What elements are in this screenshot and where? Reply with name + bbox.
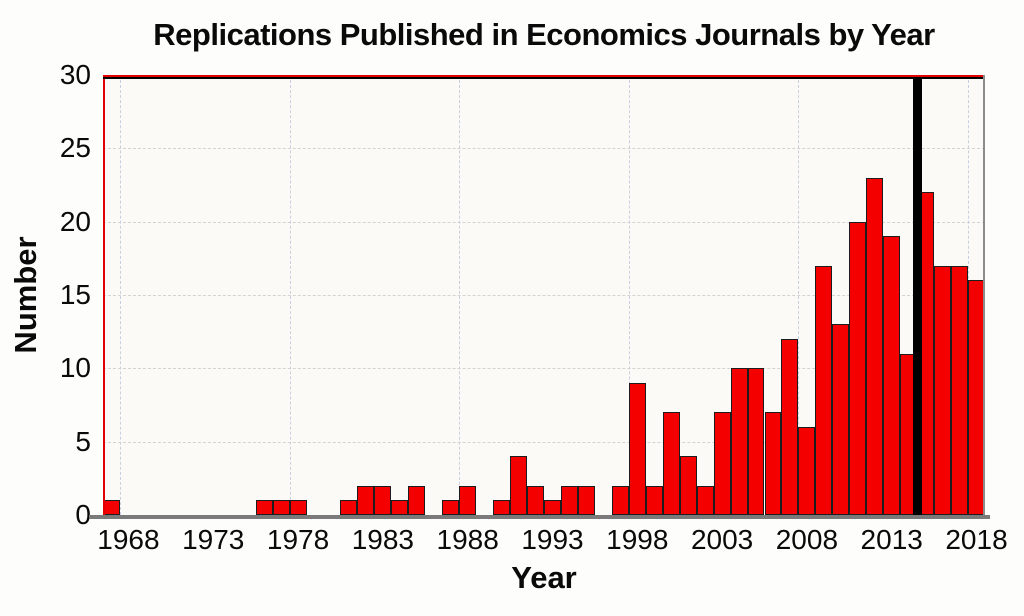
bar-1985	[408, 485, 426, 515]
plot-area	[103, 75, 985, 515]
bar-2017	[951, 265, 969, 515]
x-tick-label-2003: 2003	[690, 524, 754, 555]
bar-1999	[645, 485, 663, 515]
bar-1983	[374, 485, 392, 515]
bar-2000	[662, 412, 680, 515]
bar-2007	[781, 339, 799, 515]
y-tick-label-10: 10	[59, 352, 91, 384]
y-tick-label-25: 25	[59, 132, 91, 164]
bar-1998	[628, 383, 646, 515]
horizontal-gridline	[103, 295, 985, 296]
bar-2003	[713, 412, 731, 515]
chart-title: Replications Published in Economics Jour…	[153, 17, 935, 52]
bar-2011	[849, 221, 867, 515]
bar-2010	[832, 324, 850, 515]
bar-1976	[255, 500, 273, 515]
x-tick-label-2008: 2008	[775, 524, 839, 555]
plot-border-right	[983, 75, 985, 515]
bar-2009	[815, 265, 833, 515]
horizontal-gridline	[103, 441, 985, 443]
x-tick-label-2013: 2013	[860, 524, 923, 555]
vertical-gridline	[119, 75, 121, 515]
x-axis-line	[89, 515, 990, 519]
bar-1981	[340, 500, 358, 515]
x-tick-label-1993: 1993	[521, 524, 584, 555]
bar-2006	[764, 412, 782, 515]
bar-1982	[357, 485, 375, 515]
bar-1994	[560, 485, 578, 515]
y-tick-label-30: 30	[59, 59, 91, 90]
bar-2008	[798, 427, 816, 515]
bar-1967	[103, 500, 120, 515]
bar-2004	[730, 368, 748, 515]
x-tick-label-1983: 1983	[351, 524, 414, 555]
x-tick-label-1998: 1998	[606, 524, 669, 555]
y-tick-label-20: 20	[59, 205, 91, 237]
y-tick-label-15: 15	[59, 279, 91, 310]
vertical-gridline	[459, 75, 461, 515]
vertical-gridline	[798, 75, 800, 515]
x-tick-label-1968: 1968	[97, 524, 160, 555]
horizontal-gridline	[103, 368, 985, 370]
plot-border-top-red	[103, 75, 985, 77]
bar-2002	[696, 485, 714, 515]
bar-1993	[544, 500, 561, 515]
bar-1987	[442, 500, 460, 515]
x-tick-label-2018: 2018	[945, 524, 1008, 555]
horizontal-gridline	[103, 148, 985, 150]
plot-border-top-black	[103, 77, 985, 79]
bar-2001	[679, 456, 697, 515]
y-tick-label-5: 5	[75, 425, 91, 457]
y-tick-label-0: 0	[75, 499, 91, 530]
bar-1990	[493, 500, 511, 515]
horizontal-gridline	[103, 221, 985, 223]
x-tick-label-1988: 1988	[436, 524, 499, 555]
x-tick-label-1973: 1973	[182, 524, 245, 555]
bar-2012	[866, 177, 884, 515]
plot-border-left	[103, 75, 105, 515]
bar-1995	[577, 485, 595, 515]
bar-1978	[289, 500, 307, 515]
event-marker-line	[912, 75, 922, 515]
x-axis-title: Year	[511, 560, 577, 595]
bar-1988	[459, 485, 477, 515]
bar-2005	[747, 368, 765, 515]
bar-1991	[510, 456, 528, 515]
bar-1997	[611, 485, 629, 515]
vertical-gridline	[289, 75, 291, 515]
bar-2013	[883, 236, 901, 515]
vertical-gridline	[628, 75, 630, 515]
bar-2016	[934, 265, 952, 515]
x-tick-label-1978: 1978	[266, 524, 330, 555]
bar-1984	[391, 500, 409, 515]
bar-1977	[272, 500, 290, 515]
bar-1992	[527, 485, 544, 515]
